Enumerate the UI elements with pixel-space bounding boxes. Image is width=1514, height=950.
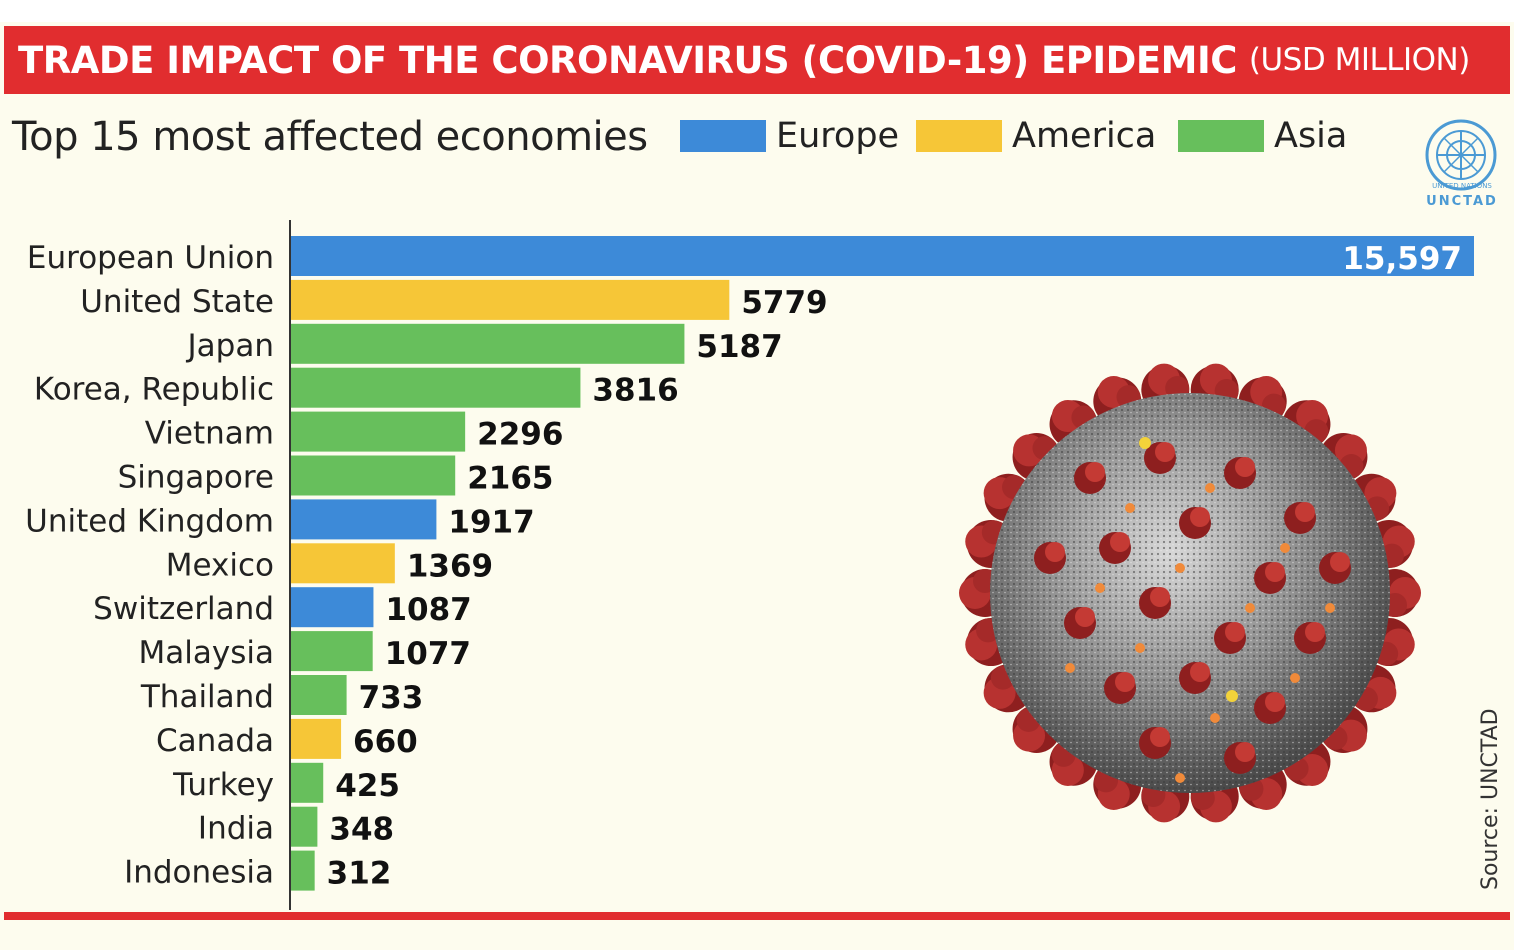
legend-swatch-asia xyxy=(1178,120,1264,152)
bar xyxy=(291,499,437,540)
category-label: Canada xyxy=(156,723,274,759)
data-label: 1369 xyxy=(407,548,493,584)
bar xyxy=(291,236,1474,276)
legend-label-europe: Europe xyxy=(776,116,900,156)
category-label: Malaysia xyxy=(139,635,274,671)
top-strip xyxy=(0,0,1514,22)
bottom-rule xyxy=(4,912,1510,920)
data-label: 312 xyxy=(327,856,392,892)
data-label: 348 xyxy=(329,812,394,848)
bar xyxy=(291,762,324,803)
bar xyxy=(291,279,730,320)
category-label: Indonesia xyxy=(124,855,274,891)
data-label: 1087 xyxy=(385,592,471,628)
bar xyxy=(291,850,315,891)
category-label: United Kingdom xyxy=(25,503,274,539)
category-label: United State xyxy=(80,284,274,320)
data-label: 1917 xyxy=(448,504,534,540)
data-label: 5779 xyxy=(741,285,827,321)
bar xyxy=(291,631,373,672)
category-label: Singapore xyxy=(118,460,274,496)
logo-small-text: UNITED NATIONS xyxy=(1432,182,1492,190)
legend-label-asia: Asia xyxy=(1274,116,1348,156)
logo-text: UNCTAD xyxy=(1426,194,1498,209)
data-label: 2296 xyxy=(477,417,563,453)
data-label: 1077 xyxy=(385,636,471,672)
category-label: India xyxy=(198,811,274,847)
data-label: 2165 xyxy=(467,461,553,497)
category-label: Switzerland xyxy=(93,591,274,627)
chart-unit: (USD MILLION) xyxy=(1248,42,1470,78)
category-label: Turkey xyxy=(172,767,274,803)
data-label: 425 xyxy=(335,768,400,804)
category-label: Mexico xyxy=(166,547,274,583)
data-label: 733 xyxy=(359,680,424,716)
chart-title: TRADE IMPACT OF THE CORONAVIRUS (COVID-1… xyxy=(18,38,1237,82)
bar xyxy=(291,718,342,759)
legend-item-europe: Europe xyxy=(680,116,900,156)
bar xyxy=(291,806,318,847)
legend-swatch-europe xyxy=(680,120,766,152)
legend-item-america: America xyxy=(916,116,1157,156)
bar xyxy=(291,543,395,584)
category-label: Vietnam xyxy=(145,416,274,452)
bar xyxy=(291,675,347,715)
bar xyxy=(291,367,581,408)
data-label: 15,597 xyxy=(1342,241,1462,277)
legend-item-asia: Asia xyxy=(1178,116,1348,156)
bar xyxy=(291,455,456,496)
bar xyxy=(291,587,374,628)
legend-swatch-america xyxy=(916,120,1002,152)
legend-label-america: America xyxy=(1012,116,1157,156)
bar xyxy=(291,323,685,364)
data-label: 660 xyxy=(353,724,418,760)
data-label: 3816 xyxy=(592,373,678,409)
bar xyxy=(291,411,466,452)
category-label: Japan xyxy=(186,328,274,364)
category-label: European Union xyxy=(27,240,274,276)
coronavirus-illustration xyxy=(959,363,1421,823)
category-label: Korea, Republic xyxy=(34,372,274,408)
un-emblem-icon xyxy=(1425,119,1497,191)
header-bar: TRADE IMPACT OF THE CORONAVIRUS (COVID-1… xyxy=(4,26,1510,94)
bar-chart: European Union 15,597 United State 5779 Japa… xyxy=(25,220,1474,910)
chart-subtitle: Top 15 most affected economies xyxy=(12,114,648,160)
category-label: Thailand xyxy=(140,679,274,715)
data-label: 5187 xyxy=(696,329,782,365)
source-note: Source: UNCTAD xyxy=(1478,708,1503,890)
